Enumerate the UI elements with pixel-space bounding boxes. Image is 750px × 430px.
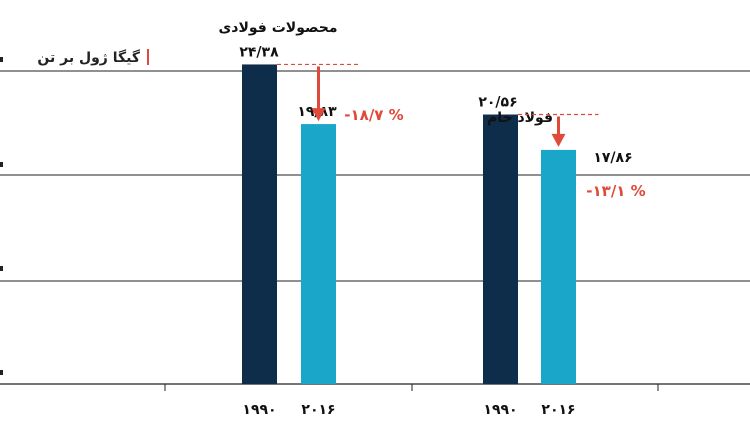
y-axis-label-marker (147, 49, 149, 65)
change-label-1: -۱۳/۱ % (586, 182, 645, 200)
year-label-group0-0: ۱۹۹۰ (242, 402, 276, 418)
change-arrow-head-1 (551, 133, 566, 147)
year-label-group1-0: ۱۹۹۰ (483, 402, 517, 418)
grid-lines (0, 57, 750, 391)
y-tick-fragment-2 (0, 266, 3, 271)
y-tick-fragment-3 (0, 370, 3, 375)
y-axis-label: گیگا ژول بر تن (37, 49, 140, 66)
group-title-1: فولاد خام (487, 110, 553, 126)
value-label-group1-0: ۲۰/۵۶ (478, 95, 517, 111)
change-label-0: -۱۸/۷ % (344, 106, 403, 124)
value-label-group0-0: ۲۴/۳۸ (239, 44, 279, 60)
bar-group1-1 (541, 149, 576, 384)
group-title-0: محصولات فولادی (218, 20, 337, 36)
year-label-group1-1: ۲۰۱۶ (541, 402, 575, 418)
y-tick-fragment-0 (0, 57, 3, 62)
value-label-group1-1: ۱۷/۸۶ (593, 150, 632, 166)
bar-group1-0 (483, 114, 518, 384)
change-arrow-head-0 (311, 108, 326, 122)
y-tick-fragment-1 (0, 162, 3, 167)
year-label-group0-1: ۲۰۱۶ (301, 402, 335, 418)
bar-group0-0 (242, 64, 277, 384)
bar-group0-1 (301, 124, 336, 384)
bars (242, 64, 576, 384)
